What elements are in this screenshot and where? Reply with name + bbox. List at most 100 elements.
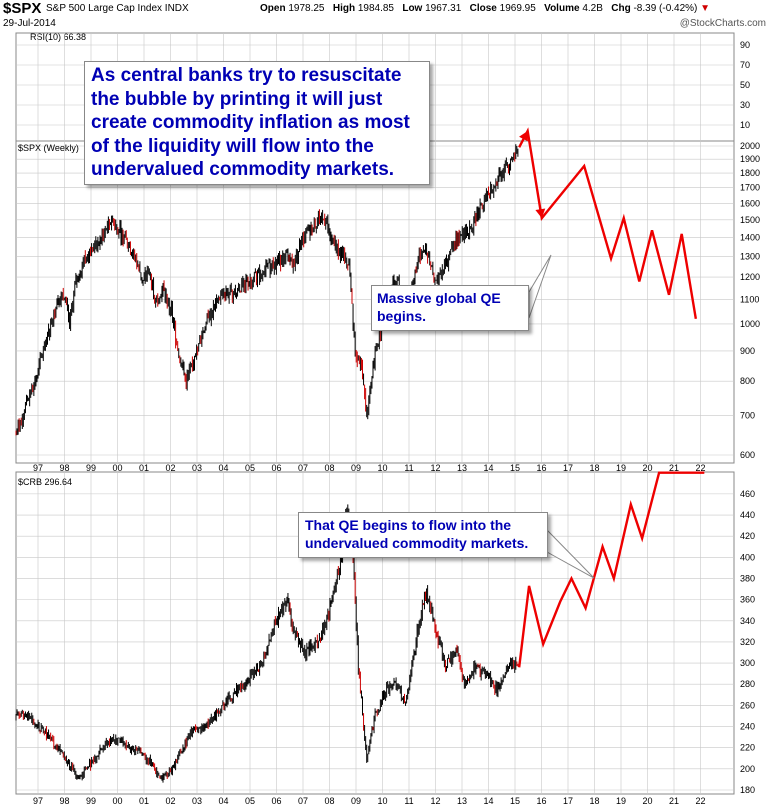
spx-tick-label: 1000: [740, 319, 760, 329]
spx-tick-label: 1500: [740, 215, 760, 225]
spx-x-tick-label: 12: [430, 463, 440, 473]
crb-x-tick-label: 00: [112, 796, 122, 806]
spx-x-tick-label: 18: [589, 463, 599, 473]
close-label: Close: [469, 3, 497, 14]
quote-date: 29-Jul-2014: [3, 18, 56, 29]
crb-x-tick-label: 18: [589, 796, 599, 806]
callout-qe-pointer: [528, 254, 552, 319]
spx-x-tick-label: 22: [695, 463, 705, 473]
callout-central-banks: As central banks try to resuscitate the …: [84, 61, 430, 185]
spx-tick-label: 1300: [740, 252, 760, 262]
crb-tick-label: 360: [740, 595, 755, 605]
crb-x-tick-label: 17: [563, 796, 573, 806]
spx-x-tick-label: 00: [112, 463, 122, 473]
spx-x-tick-label: 07: [298, 463, 308, 473]
crb-x-tick-label: 01: [139, 796, 149, 806]
close-value: 1969.95: [499, 3, 536, 14]
spx-x-tick-label: 04: [218, 463, 228, 473]
rsi-tick-label: 50: [740, 80, 750, 90]
index-name-text: S&P 500 Large Cap Index: [46, 3, 163, 14]
projection-arrow-up-icon: [519, 131, 528, 142]
crb-tick-label: 300: [740, 658, 755, 668]
spx-x-tick-label: 09: [351, 463, 361, 473]
crb-x-tick-label: 13: [457, 796, 467, 806]
rsi-tick-label: 70: [740, 60, 750, 70]
callout-line: create commodity inflation as most: [91, 112, 410, 133]
spx-tick-label: 1900: [740, 154, 760, 164]
spx-x-tick-label: 21: [669, 463, 679, 473]
crb-x-tick-label: 20: [642, 796, 652, 806]
spx-tick-label: 700: [740, 410, 755, 420]
callout-line: Massive global QE: [377, 290, 501, 306]
crb-tick-label: 260: [740, 700, 755, 710]
spx-x-tick-label: 08: [324, 463, 334, 473]
crb-label: $CRB 296.64: [18, 477, 72, 487]
crb-x-tick-label: 05: [245, 796, 255, 806]
chart-header: $SPX S&P 500 Large Cap Index INDX 29-Jul…: [0, 0, 780, 30]
crb-tick-label: 320: [740, 637, 755, 647]
spx-tick-label: 800: [740, 376, 755, 386]
open-value: 1978.25: [288, 3, 325, 14]
crb-x-tick-label: 16: [536, 796, 546, 806]
high-value: 1984.85: [357, 3, 394, 14]
low-value: 1967.31: [425, 3, 462, 14]
spx-x-tick-label: 19: [616, 463, 626, 473]
spx-tick-label: 1100: [740, 294, 759, 304]
spx-label: $SPX (Weekly): [18, 143, 79, 153]
rsi-tick-label: 90: [740, 40, 750, 50]
spx-tick-label: 900: [740, 346, 755, 356]
crb-x-tick-label: 09: [351, 796, 361, 806]
projection-arrow-down-icon: [535, 208, 546, 219]
spx-x-tick-label: 03: [192, 463, 202, 473]
crb-tick-label: 180: [740, 785, 755, 795]
callout-line: begins.: [377, 308, 427, 324]
callout-line: the bubble by printing it will just: [91, 88, 383, 110]
crb-tick-label: 280: [740, 679, 755, 689]
crb-x-tick-label: 11: [404, 796, 413, 806]
spx-x-tick-label: 11: [404, 463, 413, 473]
crb-x-tick-label: 12: [430, 796, 440, 806]
crb-x-tick-label: 97: [33, 796, 43, 806]
chg-label: Chg: [611, 3, 631, 14]
crb-x-tick-label: 15: [510, 796, 520, 806]
spx-tick-label: 1700: [740, 183, 760, 193]
spx-x-tick-label: 14: [483, 463, 493, 473]
crb-x-tick-label: 04: [218, 796, 228, 806]
spx-x-tick-label: 20: [642, 463, 652, 473]
spx-tick-label: 1400: [740, 233, 760, 243]
spx-tick-label: 1600: [740, 198, 760, 208]
brand: @StockCharts.com: [679, 18, 766, 29]
callout-line: undervalued commodity markets.: [305, 535, 529, 551]
crb-tick-label: 380: [740, 573, 755, 583]
rsi-tick-label: 30: [740, 100, 750, 110]
crb-x-tick-label: 98: [59, 796, 69, 806]
spx-x-tick-label: 97: [33, 463, 43, 473]
crb-x-tick-label: 06: [271, 796, 281, 806]
crb-x-tick-label: 02: [165, 796, 175, 806]
crb-tick-label: 420: [740, 531, 755, 541]
crb-x-tick-label: 10: [377, 796, 387, 806]
spx-x-tick-label: 16: [536, 463, 546, 473]
callout-line: of the liquidity will flow into the: [91, 135, 374, 157]
rsi-label: RSI(10) 66.38: [30, 32, 86, 42]
callout-line: That QE begins to flow into the: [305, 517, 512, 533]
callout-line: undervalued commodity markets.: [91, 159, 395, 180]
crb-x-tick-label: 03: [192, 796, 202, 806]
spx-x-tick-label: 10: [377, 463, 387, 473]
crb-x-tick-label: 08: [324, 796, 334, 806]
spx-x-tick-label: 99: [86, 463, 96, 473]
callout-line: As central banks try to resuscitate: [91, 65, 402, 86]
spx-tick-label: 1800: [740, 168, 760, 178]
volume-label: Volume: [544, 3, 580, 14]
down-arrow-icon: ▼: [700, 3, 711, 14]
crb-x-tick-label: 07: [298, 796, 308, 806]
spx-tick-label: 2000: [740, 141, 760, 151]
spx-x-tick-label: 02: [165, 463, 175, 473]
quote-line: Open 1978.25 High 1984.85 Low 1967.31 Cl…: [260, 3, 710, 14]
spx-x-tick-label: 01: [139, 463, 149, 473]
crb-x-tick-label: 22: [695, 796, 705, 806]
rsi-tick-label: 10: [740, 120, 750, 130]
spx-tick-label: 600: [740, 450, 755, 460]
spx-projection-line: [518, 127, 698, 320]
crb-tick-label: 240: [740, 722, 755, 732]
